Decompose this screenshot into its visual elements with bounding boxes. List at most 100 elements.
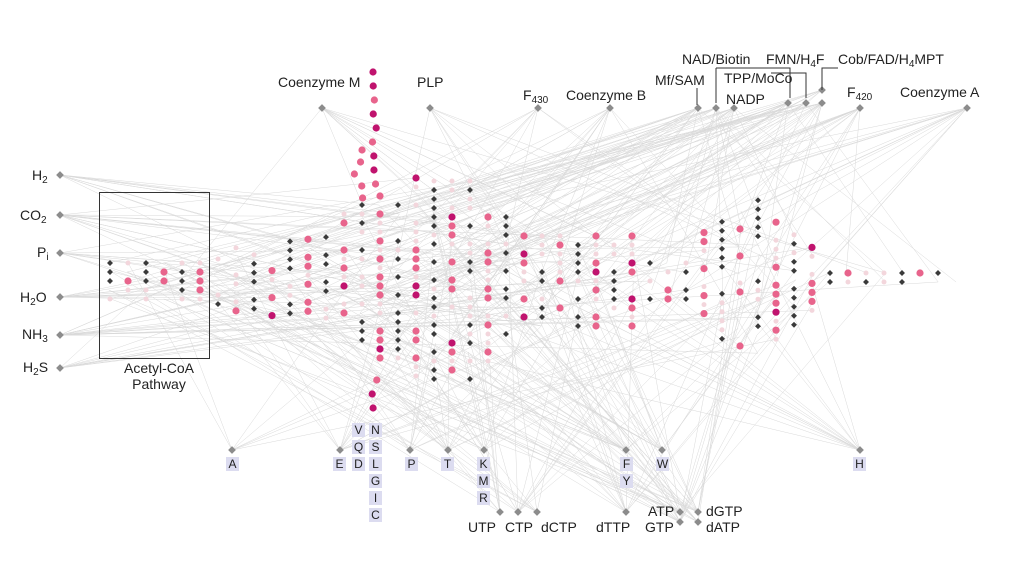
network-edge — [200, 280, 341, 451]
network-edge — [59, 216, 451, 298]
metabolite-node — [809, 271, 815, 277]
network-edge — [679, 318, 739, 513]
network-edge — [625, 280, 634, 513]
network-edge — [625, 299, 760, 513]
metabolite-node — [628, 304, 636, 312]
metabolite-node — [376, 255, 384, 263]
metabolite-node — [287, 292, 293, 298]
metabolite-node — [376, 336, 384, 344]
network-edge — [452, 102, 823, 344]
reaction-node — [431, 304, 437, 310]
metabolite-node — [370, 166, 378, 174]
reaction-node — [611, 296, 617, 302]
metabolite-node — [791, 250, 797, 256]
metabolite-node — [629, 251, 635, 257]
metabolite-node — [179, 260, 185, 266]
metabolite-node — [557, 269, 563, 275]
metabolite-node — [449, 358, 455, 364]
network-edge — [252, 281, 519, 513]
network-edge — [321, 107, 363, 206]
metabolite-node — [575, 278, 581, 284]
reaction-node — [56, 211, 64, 219]
network-edge — [59, 258, 398, 336]
network-edge — [271, 89, 823, 289]
metabolite-node — [449, 205, 455, 211]
metabolite-node — [373, 376, 381, 384]
metabolite-node — [233, 281, 239, 287]
metabolite-node — [700, 310, 708, 318]
network-edge — [59, 174, 471, 290]
h2o-end: O — [35, 289, 47, 305]
network-edge — [679, 335, 758, 523]
metabolite-node — [232, 307, 240, 315]
reaction-node — [575, 314, 581, 320]
metabolite-node — [359, 256, 365, 262]
network-edge — [450, 102, 823, 218]
network-edge — [326, 317, 449, 451]
network-edge — [431, 207, 519, 513]
metabolite-node — [431, 232, 437, 238]
network-edge — [237, 107, 539, 285]
metabolite-node — [592, 268, 600, 276]
metabolite-node — [197, 296, 203, 302]
metabolite-node — [340, 282, 348, 290]
network-edge — [758, 102, 789, 309]
label-gtp: GTP — [645, 519, 674, 535]
metabolite-node — [359, 283, 365, 289]
network-edge — [399, 186, 699, 513]
f430-base: F — [523, 87, 532, 103]
network-edge — [59, 174, 364, 323]
network-edge — [579, 107, 735, 309]
network-edge — [434, 198, 663, 451]
label-coenzyme-m: Coenzyme M — [278, 74, 361, 90]
aa-box-s: S — [369, 440, 382, 454]
network-edge — [756, 107, 968, 336]
metabolite-node — [736, 225, 744, 233]
metabolite-node — [700, 292, 708, 300]
network-edge — [396, 107, 431, 260]
network-edge — [557, 107, 968, 282]
network-edge — [507, 225, 699, 513]
reaction-node — [575, 251, 581, 257]
label-dctp: dCTP — [541, 519, 577, 535]
network-edge — [417, 213, 861, 451]
network-edge — [629, 235, 681, 513]
network-edge — [489, 360, 501, 513]
network-edge — [416, 285, 627, 513]
metabolite-node — [371, 180, 380, 188]
reaction-node — [395, 202, 401, 208]
reaction-node — [287, 301, 293, 308]
reaction-node — [719, 263, 725, 270]
metabolite-node — [160, 277, 168, 285]
network-edge — [787, 102, 904, 274]
metabolite-node — [179, 296, 185, 302]
network-edge — [722, 102, 807, 294]
network-edge — [59, 288, 506, 298]
label-coenzyme-b: Coenzyme B — [566, 87, 647, 103]
reaction-node — [467, 268, 473, 274]
network-edge — [452, 107, 968, 245]
network-edge — [59, 174, 796, 272]
reaction-node — [467, 376, 473, 382]
aa-box-v: V — [352, 423, 365, 437]
metabolite-node — [268, 311, 276, 320]
reaction-node — [395, 346, 401, 352]
network-edge — [522, 107, 861, 237]
aa-box-l: L — [369, 457, 382, 471]
metabolite-node — [592, 322, 600, 330]
network-edge — [625, 306, 796, 513]
network-edge — [219, 267, 627, 513]
pi-sub: i — [46, 252, 49, 263]
metabolite-node — [719, 309, 725, 315]
metabolite-node — [520, 250, 528, 258]
network-edge — [517, 239, 721, 513]
network-edge — [164, 271, 681, 523]
network-edge — [59, 289, 686, 369]
network-edge — [715, 107, 725, 321]
reaction-node — [683, 287, 689, 293]
network-edge — [234, 107, 735, 294]
network-edge — [536, 307, 580, 513]
network-edge — [417, 294, 861, 451]
metabolite-node — [350, 170, 358, 178]
network-edge — [59, 174, 398, 296]
